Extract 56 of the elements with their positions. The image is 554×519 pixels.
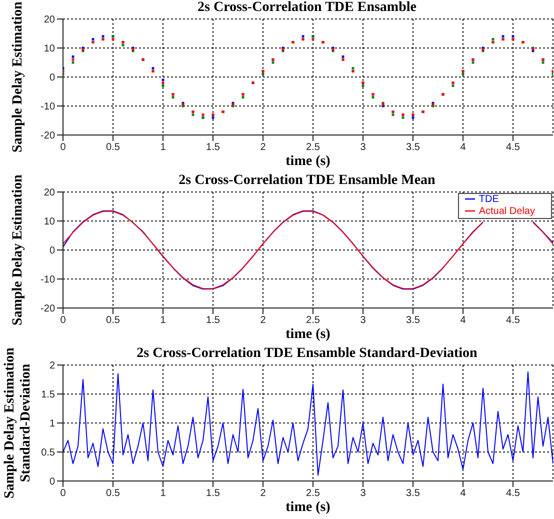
x-tick-label: 1.5 [206,315,220,326]
x-tick-label: 0 [60,142,66,154]
x-axis-title: time (s) [286,327,331,342]
x-tick-label: 4 [460,488,466,500]
x-tick-label: 2.5 [306,488,320,500]
x-tick-label: 1.5 [206,142,220,154]
x-tick-label: 0.5 [106,488,120,500]
y-tick-label: -20 [40,304,56,315]
x-tick-label: 0 [60,315,66,326]
x-tick-label: 3.5 [406,488,420,500]
x-tick-label: 3.5 [406,142,420,154]
x-tick-label: 0.5 [106,315,120,326]
y-tick-label: 0.5 [41,448,56,459]
x-tick-label: 1 [160,488,166,500]
y-tick-label: 1.5 [41,390,56,401]
x-tick-label: 4.5 [506,315,520,326]
x-tick-label: 2 [260,488,266,500]
x-tick-label: 2.5 [306,142,320,154]
x-axis-title: time (s) [286,500,331,515]
x-tick-label: 2 [260,315,266,326]
chart-title: 2s Cross-Correlation TDE Ensamble Standard-Deviation [136,346,478,361]
y-axis-title: Sample Delay Estimation [10,2,26,152]
y-tick-label: 10 [44,216,56,228]
x-tick-label: 1 [160,315,166,326]
y-tick-label: -10 [40,274,56,286]
y-axis-title: Sample Delay Estimation [10,174,26,326]
y-tick-label: 20 [44,14,56,26]
chart-title: 2s Cross-Correlation TDE Ensamble Mean [178,173,436,188]
x-axis-title: time (s) [286,154,331,169]
y-tick-label: -10 [40,102,56,113]
legend-label: TDE [478,194,499,205]
x-tick-label: 3 [360,315,366,326]
x-tick-label: 1 [160,142,166,154]
x-tick-label: 4.5 [506,488,520,500]
x-tick-label: 4.5 [506,142,520,154]
x-tick-label: 0.5 [106,142,120,154]
x-tick-label: 4 [460,315,466,326]
y-tick-label: 1 [49,418,56,430]
x-tick-label: 3.5 [406,315,420,326]
x-tick-label: 2.5 [306,315,320,326]
y-tick-label: 0 [49,476,56,488]
x-tick-label: 0 [60,488,66,500]
x-tick-label: 2 [260,142,266,154]
y-axis-title: Sample Delay Estimation Standard-Deviation [2,348,34,498]
y-tick-label: 0 [49,246,56,257]
x-tick-label: 4 [460,142,466,154]
y-tick-label: -20 [40,130,56,142]
x-tick-label: 1.5 [206,488,220,500]
y-tick-label: 0 [49,72,56,84]
legend-label: Actual Delay [478,206,535,217]
x-tick-label: 3 [360,488,366,500]
y-tick-label: 20 [44,188,56,199]
y-tick-label: 2 [49,360,56,372]
x-tick-label: 3 [360,142,366,154]
chart-title: 2s Cross-Correlation TDE Ensamble [198,0,416,15]
y-tick-label: 10 [44,44,56,55]
